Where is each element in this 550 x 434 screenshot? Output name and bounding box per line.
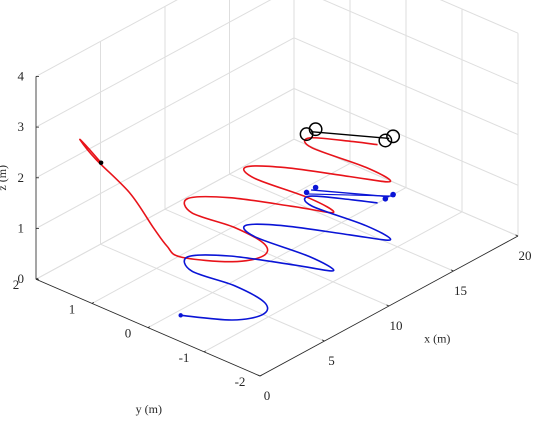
- x-tick-label: 0: [264, 388, 271, 403]
- y-tick-label: 1: [69, 301, 76, 316]
- blue-ground-trajectory: [180, 195, 392, 321]
- y-tick-label: 2: [13, 277, 20, 292]
- x-tick-mark: [450, 269, 454, 272]
- grid-line: [293, 88, 519, 186]
- y-tick-mark: [147, 326, 150, 328]
- grid-line: [35, 138, 295, 280]
- y-tick-label: 0: [125, 326, 132, 341]
- y-axis-label: y (m): [136, 402, 162, 416]
- vehicle-shadow-arm: [306, 193, 394, 197]
- data-layer: [79, 122, 401, 321]
- z-tick-label: 1: [18, 221, 25, 236]
- y-tick-label: -1: [179, 350, 190, 365]
- z-tick-label: 2: [18, 170, 25, 185]
- y-tick-mark: [259, 374, 262, 377]
- x-tick-mark: [257, 374, 261, 377]
- x-tick-label: 5: [328, 353, 335, 368]
- start-point-marker: [98, 160, 104, 166]
- grid-line: [35, 37, 295, 179]
- red-trajectory: [79, 136, 392, 263]
- x-tick-mark: [321, 339, 325, 342]
- y-tick-mark: [203, 350, 206, 353]
- rotor-shadow-marker: [312, 184, 319, 191]
- grid-line: [322, 0, 519, 85]
- x-tick-mark: [515, 234, 519, 237]
- y-tick-label: -2: [235, 374, 246, 389]
- ground-start-marker: [178, 313, 183, 318]
- z-axis-label: z (m): [0, 165, 9, 191]
- x-axis-label: x (m): [424, 332, 450, 346]
- grid-line: [293, 37, 519, 136]
- x-tick-label: 20: [519, 248, 532, 263]
- x-tick-label: 15: [454, 283, 467, 298]
- rotor-marker: [386, 129, 401, 144]
- y-tick-mark: [91, 302, 94, 304]
- z-tick-label: 3: [18, 119, 25, 134]
- grid-line: [35, 0, 272, 128]
- grid-line: [35, 88, 295, 229]
- rotor-shadow-marker: [390, 191, 396, 198]
- z-tick-label: 4: [18, 68, 25, 83]
- grid-line: [203, 211, 463, 353]
- grid-line: [439, 0, 519, 34]
- x-tick-label: 10: [390, 318, 403, 333]
- grid-lines: [35, 0, 519, 377]
- rotor-shadow-marker: [382, 196, 389, 202]
- axis-lines: [35, 76, 519, 377]
- rotor-shadow-marker: [303, 189, 310, 196]
- grid-line: [147, 187, 407, 329]
- rotor-marker: [308, 122, 323, 137]
- grid-line: [91, 162, 351, 304]
- vehicle-rotors-arm: [311, 130, 390, 140]
- z-tick-label: 0: [18, 271, 25, 286]
- rotor-marker: [378, 133, 393, 148]
- grid-line: [35, 0, 178, 77]
- x-tick-mark: [386, 304, 390, 307]
